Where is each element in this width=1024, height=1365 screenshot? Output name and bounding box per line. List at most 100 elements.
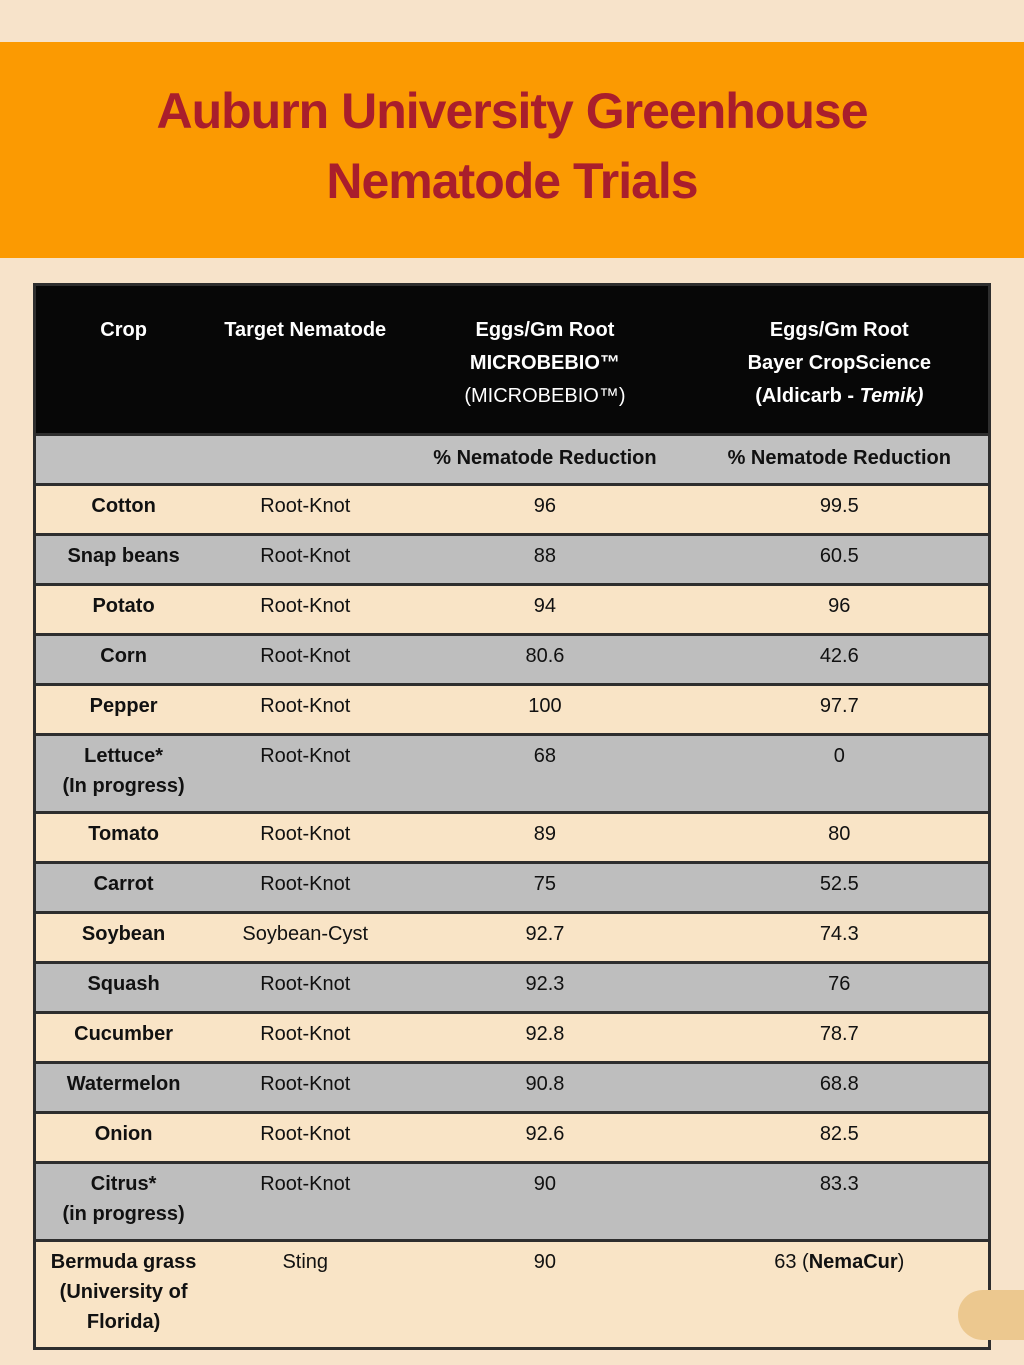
subheader-empty-2 bbox=[211, 433, 400, 486]
nematode-cell: Root-Knot bbox=[211, 533, 400, 586]
crop-cell: Snap beans bbox=[34, 533, 212, 586]
bayer-value-cell: 96 bbox=[690, 583, 990, 636]
slide-title: Auburn University Greenhouse Nematode Tr… bbox=[0, 42, 1024, 216]
crop-cell: Bermuda grass (University of Florida) bbox=[34, 1239, 212, 1350]
header-bayer-line3: (Aldicarb - Temik) bbox=[695, 380, 984, 413]
microbebio-value-cell: 94 bbox=[399, 583, 691, 636]
crop-cell: Pepper bbox=[34, 683, 212, 736]
crop-cell: Lettuce* (In progress) bbox=[34, 733, 212, 814]
crop-cell: Soybean bbox=[34, 911, 212, 964]
crop-cell: Cotton bbox=[34, 483, 212, 536]
bayer-value-cell: 83.3 bbox=[690, 1161, 990, 1242]
nematode-cell: Soybean-Cyst bbox=[211, 911, 400, 964]
table-row: Cucumber Root-Knot 92.8 78.7 bbox=[34, 1011, 990, 1064]
header-microbebio-line2: MICROBEBIO™ bbox=[469, 352, 620, 374]
microbebio-value-cell: 90 bbox=[399, 1161, 691, 1242]
slide-title-line1: Auburn University Greenhouse bbox=[156, 83, 868, 139]
nematode-cell: Root-Knot bbox=[211, 811, 400, 864]
header-microbebio-line1: Eggs/Gm Root bbox=[475, 319, 615, 341]
crop-cell: Squash bbox=[34, 961, 212, 1014]
nematode-cell: Root-Knot bbox=[211, 861, 400, 914]
crop-cell: Corn bbox=[34, 633, 212, 686]
bayer-value-cell: 52.5 bbox=[690, 861, 990, 914]
nematode-cell: Root-Knot bbox=[211, 1011, 400, 1064]
crop-cell: Watermelon bbox=[34, 1061, 212, 1114]
slide-title-line2: Nematode Trials bbox=[326, 153, 698, 209]
bayer-value-cell: 99.5 bbox=[690, 483, 990, 536]
bayer-value-cell: 80 bbox=[690, 811, 990, 864]
subheader-reduction-bayer: % Nematode Reduction bbox=[690, 433, 990, 486]
title-band: Auburn University Greenhouse Nematode Tr… bbox=[0, 42, 1024, 258]
nematode-cell: Root-Knot bbox=[211, 1111, 400, 1164]
table-row: Citrus* (in progress) Root-Knot 90 83.3 bbox=[34, 1161, 990, 1242]
bayer-value-cell: 68.8 bbox=[690, 1061, 990, 1114]
bayer-value-cell: 78.7 bbox=[690, 1011, 990, 1064]
nematode-cell: Root-Knot bbox=[211, 483, 400, 536]
table-row: Soybean Soybean-Cyst 92.7 74.3 bbox=[34, 911, 990, 964]
header-bayer-line3-prefix: (Aldicarb - bbox=[755, 385, 860, 407]
microbebio-value-cell: 90.8 bbox=[399, 1061, 691, 1114]
nematode-cell: Root-Knot bbox=[211, 583, 400, 636]
table-row: Watermelon Root-Knot 90.8 68.8 bbox=[34, 1061, 990, 1114]
microbebio-value-cell: 80.6 bbox=[399, 633, 691, 686]
bayer-value-cell: 0 bbox=[690, 733, 990, 814]
table-row: Corn Root-Knot 80.6 42.6 bbox=[34, 633, 990, 686]
microbebio-value-cell: 96 bbox=[399, 483, 691, 536]
table-body: Cotton Root-Knot 96 99.5 Snap beans Root-Knot… bbox=[34, 483, 990, 1350]
bayer-value-cell: 76 bbox=[690, 961, 990, 1014]
microbebio-value-cell: 89 bbox=[399, 811, 691, 864]
table-header-row: Crop Target Nematode Eggs/Gm Root MICROB… bbox=[34, 283, 990, 436]
subheader-reduction-microbebio: % Nematode Reduction bbox=[399, 433, 691, 486]
trials-table-wrap: Crop Target Nematode Eggs/Gm Root MICROB… bbox=[33, 283, 991, 1350]
table-row: Pepper Root-Knot 100 97.7 bbox=[34, 683, 990, 736]
crop-cell: Onion bbox=[34, 1111, 212, 1164]
header-microbebio-line3: (MICROBEBIO™) bbox=[464, 385, 626, 407]
microbebio-value-cell: 75 bbox=[399, 861, 691, 914]
nematode-cell: Root-Knot bbox=[211, 633, 400, 686]
table-row: Onion Root-Knot 92.6 82.5 bbox=[34, 1111, 990, 1164]
table-subheader-row: % Nematode Reduction % Nematode Reductio… bbox=[34, 433, 990, 486]
bayer-value-cell: 74.3 bbox=[690, 911, 990, 964]
crop-cell: Citrus* (in progress) bbox=[34, 1161, 212, 1242]
microbebio-value-cell: 92.8 bbox=[399, 1011, 691, 1064]
crop-cell: Potato bbox=[34, 583, 212, 636]
header-target-nematode: Target Nematode bbox=[211, 283, 400, 436]
microbebio-value-cell: 100 bbox=[399, 683, 691, 736]
crop-cell: Tomato bbox=[34, 811, 212, 864]
header-microbebio: Eggs/Gm Root MICROBEBIO™ (MICROBEBIO™) bbox=[399, 283, 691, 436]
microbebio-value-cell: 92.7 bbox=[399, 911, 691, 964]
nematode-cell: Root-Knot bbox=[211, 961, 400, 1014]
table-row: Squash Root-Knot 92.3 76 bbox=[34, 961, 990, 1014]
table-row: Tomato Root-Knot 89 80 bbox=[34, 811, 990, 864]
nematode-cell: Root-Knot bbox=[211, 683, 400, 736]
microbebio-value-cell: 90 bbox=[399, 1239, 691, 1350]
bayer-value-cell: 42.6 bbox=[690, 633, 990, 686]
header-bayer-line2: Bayer CropScience bbox=[747, 352, 931, 374]
microbebio-value-cell: 88 bbox=[399, 533, 691, 586]
corner-pill-decoration bbox=[958, 1290, 1024, 1340]
bayer-value-cell: 82.5 bbox=[690, 1111, 990, 1164]
table-row: Cotton Root-Knot 96 99.5 bbox=[34, 483, 990, 536]
table-row: Lettuce* (In progress) Root-Knot 68 0 bbox=[34, 733, 990, 814]
microbebio-value-cell: 68 bbox=[399, 733, 691, 814]
crop-cell: Cucumber bbox=[34, 1011, 212, 1064]
microbebio-value-cell: 92.3 bbox=[399, 961, 691, 1014]
header-crop: Crop bbox=[34, 283, 212, 436]
trials-table: Crop Target Nematode Eggs/Gm Root MICROB… bbox=[33, 283, 991, 1350]
subheader-empty-1 bbox=[34, 433, 212, 486]
header-bayer-line3-italic: Temik) bbox=[859, 385, 924, 407]
table-row: Potato Root-Knot 94 96 bbox=[34, 583, 990, 636]
nematode-cell: Sting bbox=[211, 1239, 400, 1350]
microbebio-value-cell: 92.6 bbox=[399, 1111, 691, 1164]
table-row: Carrot Root-Knot 75 52.5 bbox=[34, 861, 990, 914]
bayer-value-cell: 97.7 bbox=[690, 683, 990, 736]
nematode-cell: Root-Knot bbox=[211, 733, 400, 814]
table-row: Snap beans Root-Knot 88 60.5 bbox=[34, 533, 990, 586]
nematode-cell: Root-Knot bbox=[211, 1161, 400, 1242]
header-bayer: Eggs/Gm Root Bayer CropScience (Aldicarb… bbox=[690, 283, 990, 436]
nematode-cell: Root-Knot bbox=[211, 1061, 400, 1114]
bayer-value-cell: 60.5 bbox=[690, 533, 990, 586]
header-bayer-line1: Eggs/Gm Root bbox=[769, 319, 909, 341]
crop-cell: Carrot bbox=[34, 861, 212, 914]
